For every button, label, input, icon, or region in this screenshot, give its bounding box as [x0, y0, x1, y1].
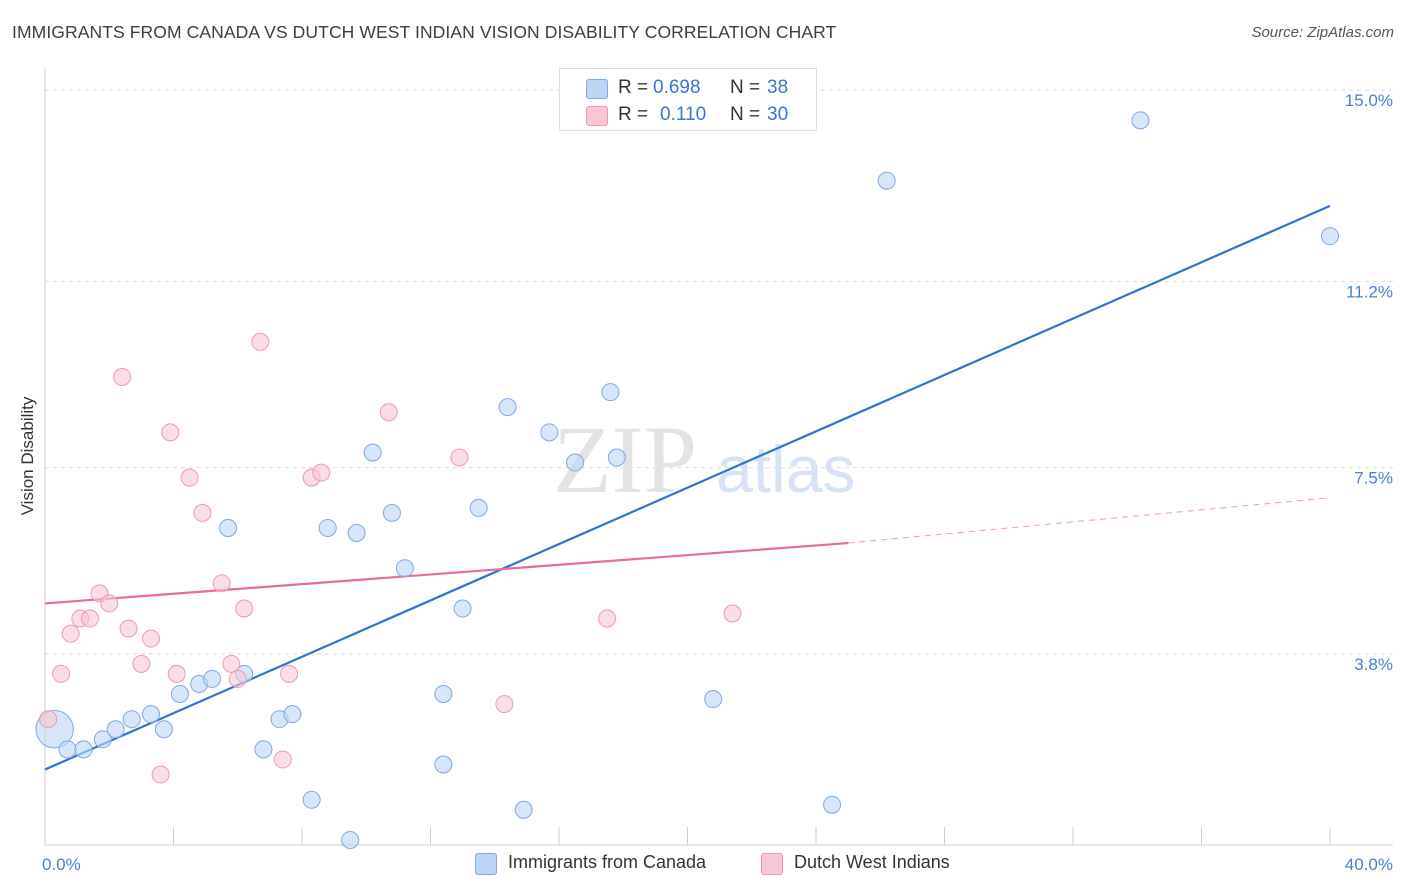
point-canada: [1321, 227, 1339, 246]
legend-swatch-pink: [761, 853, 783, 875]
point-canada: [283, 705, 302, 724]
x-tick-label-min: 0.0%: [42, 855, 81, 874]
x-tick-labels: 0.0% 40.0%: [42, 855, 1393, 874]
legend-swatch-blue: [475, 853, 497, 875]
point-dutch-west-indians: [450, 448, 469, 467]
point-dutch-west-indians: [235, 599, 254, 618]
legend-item-canada: Immigrants from Canada: [475, 851, 745, 877]
point-canada: [434, 755, 453, 774]
point-dutch-west-indians: [161, 423, 180, 442]
x-tick-label-max: 40.0%: [1345, 855, 1393, 874]
gridlines: [45, 89, 1393, 655]
point-dutch-west-indians: [61, 624, 80, 643]
point-canada: [540, 423, 559, 442]
point-dutch-west-indians: [52, 664, 71, 683]
point-dutch-west-indians: [100, 594, 119, 613]
source-label: Source: ZipAtlas.com: [1251, 24, 1394, 41]
r-value: 0.110: [660, 104, 707, 125]
n-value: 30: [767, 104, 789, 125]
point-dutch-west-indians: [379, 403, 398, 422]
legend-label: Dutch West Indians: [794, 852, 950, 872]
point-dutch-west-indians: [273, 750, 292, 769]
point-dutch-west-indians: [113, 367, 132, 386]
point-dutch-west-indians: [180, 468, 199, 487]
point-canada: [347, 523, 366, 542]
y-tick-label: 7.5%: [1354, 469, 1393, 488]
point-canada: [877, 171, 896, 190]
point-canada: [318, 518, 337, 537]
y-tick-label: 3.8%: [1354, 655, 1393, 674]
watermark: ZIP atlas: [553, 406, 855, 513]
point-canada: [254, 740, 273, 759]
n-value: 38: [767, 77, 789, 98]
point-dutch-west-indians: [39, 710, 58, 729]
point-dutch-west-indians: [193, 503, 212, 522]
point-dutch-west-indians: [251, 332, 270, 351]
trend-line-canada: [44, 204, 1331, 771]
legend-swatch-pink: [586, 106, 608, 126]
trend-line-extension-dutch-west-indians: [848, 497, 1331, 544]
point-dutch-west-indians: [212, 574, 231, 593]
point-canada: [395, 559, 414, 578]
point-canada: [1131, 111, 1150, 130]
point-canada: [382, 503, 401, 522]
point-canada: [154, 720, 173, 739]
point-dutch-west-indians: [151, 765, 170, 784]
r-label: R =: [618, 77, 649, 98]
point-canada: [106, 720, 125, 739]
y-tick-labels: 3.8% 7.5% 11.2% 15.0%: [1345, 91, 1393, 674]
legend-item-dutch-west-indians: Dutch West Indians: [761, 851, 981, 877]
point-dutch-west-indians: [142, 629, 161, 648]
point-canada: [453, 599, 472, 618]
point-canada: [122, 710, 141, 729]
point-canada: [566, 453, 585, 472]
point-canada: [142, 705, 161, 724]
point-dutch-west-indians: [495, 695, 514, 714]
y-tick-label: 11.2%: [1346, 282, 1393, 301]
point-canada: [93, 730, 112, 749]
point-canada: [341, 830, 360, 849]
chart-title: IMMIGRANTS FROM CANADA VS DUTCH WEST IND…: [12, 22, 837, 42]
point-canada: [704, 690, 723, 709]
point-dutch-west-indians: [598, 609, 617, 628]
point-canada: [601, 383, 620, 402]
point-dutch-west-indians: [312, 463, 331, 482]
trend-lines: [44, 204, 1331, 771]
point-dutch-west-indians: [222, 654, 241, 673]
y-tick-label: 15.0%: [1345, 91, 1393, 110]
watermark-atlas: atlas: [716, 432, 855, 506]
point-canada: [498, 398, 517, 417]
point-canada: [170, 685, 189, 704]
point-canada: [607, 448, 626, 467]
point-dutch-west-indians: [132, 654, 151, 673]
data-points: [35, 111, 1339, 849]
point-canada: [823, 795, 842, 814]
point-canada: [434, 685, 453, 704]
trend-line-dutch-west-indians: [44, 541, 849, 605]
point-canada: [219, 518, 238, 537]
n-label: N =: [730, 104, 761, 125]
legend-label: Immigrants from Canada: [508, 852, 707, 872]
point-canada: [302, 790, 321, 809]
point-canada: [74, 740, 93, 759]
point-canada: [58, 740, 77, 759]
n-label: N =: [730, 77, 761, 98]
r-value: 0.698: [653, 77, 701, 98]
point-dutch-west-indians: [723, 604, 742, 623]
point-canada: [363, 443, 382, 462]
point-dutch-west-indians: [119, 619, 138, 638]
legend-swatch-blue: [586, 79, 608, 99]
point-dutch-west-indians: [80, 609, 99, 628]
point-canada: [514, 800, 533, 819]
point-canada: [469, 498, 488, 517]
point-canada: [203, 669, 222, 688]
point-dutch-west-indians: [280, 664, 299, 683]
point-dutch-west-indians: [228, 669, 247, 688]
point-dutch-west-indians: [167, 664, 186, 683]
stats-legend: R = 0.698 N = 38 R = 0.110 N = 30: [559, 68, 817, 131]
r-label: R =: [618, 104, 649, 125]
